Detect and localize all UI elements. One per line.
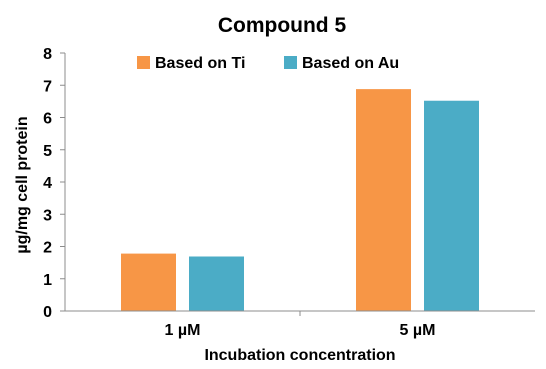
bar-ti-1: [121, 253, 176, 311]
y-tick-label: 5: [43, 143, 52, 160]
y-axis-label: µg/mg cell protein: [14, 116, 31, 253]
x-tick-label: 1 µM: [165, 322, 201, 339]
y-tick-label: 0: [43, 304, 52, 321]
y-axis-ticks: 0 1 2 3 4 5 6 7 8: [43, 46, 65, 321]
y-tick-label: 6: [43, 111, 52, 128]
x-tick-label: 5 µM: [400, 322, 436, 339]
y-tick-label: 8: [43, 46, 52, 63]
legend-label-ti: Based on Ti: [155, 55, 245, 72]
y-tick-label: 3: [43, 207, 52, 224]
y-tick-label: 1: [43, 272, 52, 289]
legend-swatch-ti: [137, 56, 150, 69]
bars: [121, 89, 479, 312]
legend-swatch-au: [284, 56, 297, 69]
y-tick-label: 2: [43, 240, 52, 257]
y-tick-label: 4: [43, 175, 52, 192]
chart-title: Compound 5: [218, 14, 347, 37]
legend: Based on Ti Based on Au: [137, 55, 399, 72]
legend-label-au: Based on Au: [302, 55, 399, 72]
y-tick-label: 7: [43, 78, 52, 95]
bar-au-2: [424, 100, 479, 311]
bar-au-1: [189, 256, 244, 311]
x-axis-label: Incubation concentration: [204, 347, 395, 364]
x-axis-ticks: 1 µM 5 µM: [165, 311, 436, 339]
bar-ti-2: [356, 89, 411, 312]
